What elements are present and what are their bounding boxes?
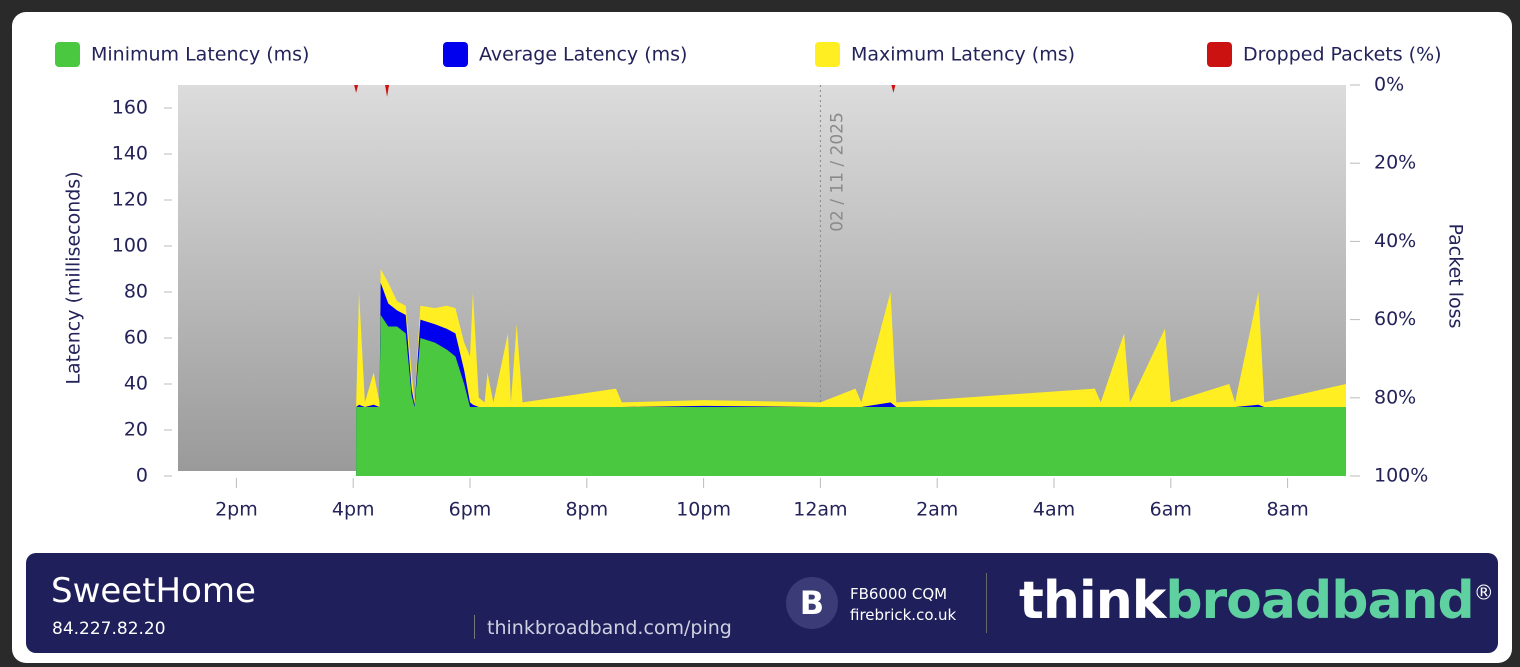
sponsor-icon: B	[786, 577, 838, 629]
y2-tick-label: 20%	[1374, 152, 1416, 174]
legend-label: Average Latency (ms)	[479, 44, 687, 66]
brand-broadband: broadband	[1165, 571, 1474, 631]
url: thinkbroadband.com/ping	[487, 617, 732, 639]
x-tick-label: 4pm	[332, 499, 375, 521]
legend-swatch	[1207, 42, 1232, 67]
y2-tick-label: 100%	[1374, 465, 1428, 487]
y-tick-label: 40	[124, 373, 148, 395]
divider	[986, 573, 987, 633]
brand-mark: ®	[1473, 580, 1494, 605]
x-tick-label: 8am	[1266, 499, 1308, 521]
sponsor-site: firebrick.co.uk	[850, 606, 957, 624]
x-tick-label: 2pm	[215, 499, 258, 521]
x-tick-label: 2am	[916, 499, 958, 521]
y-tick-label: 0	[136, 465, 148, 487]
dropped-packets	[354, 85, 359, 93]
x-tick-label: 6am	[1150, 499, 1192, 521]
ip-address: 84.227.82.20	[52, 619, 166, 639]
sponsor-model: FB6000 CQM	[850, 585, 948, 603]
y2-tick-label: 40%	[1374, 230, 1416, 252]
legend-label: Dropped Packets (%)	[1243, 44, 1442, 66]
latency-area	[356, 315, 1346, 476]
dropped-packets	[385, 85, 390, 97]
legend-swatch	[815, 42, 840, 67]
site-name: SweetHome	[51, 571, 256, 611]
y-tick-label: 20	[124, 419, 148, 441]
divider	[474, 615, 475, 639]
y-tick-label: 100	[112, 235, 148, 257]
y2-tick-label: 60%	[1374, 308, 1416, 330]
y-tick-label: 160	[112, 97, 148, 119]
y2-axis-title: Packet loss	[1445, 224, 1467, 329]
date-label: 02 / 11 / 2025	[827, 112, 847, 232]
x-tick-label: 8pm	[565, 499, 608, 521]
footer: SweetHome 84.227.82.20 thinkbroadband.co…	[26, 553, 1498, 653]
legend-label: Minimum Latency (ms)	[91, 44, 309, 66]
brand-think: think	[1019, 571, 1166, 631]
y-tick-label: 60	[124, 327, 148, 349]
legend-swatch	[55, 42, 80, 67]
y-tick-label: 120	[112, 189, 148, 211]
y-tick-label: 140	[112, 143, 148, 165]
y-axis-title: Latency (milliseconds)	[63, 171, 85, 384]
legend-label: Maximum Latency (ms)	[851, 44, 1075, 66]
x-tick-label: 10pm	[676, 499, 731, 521]
x-tick-label: 6pm	[449, 499, 492, 521]
x-tick-label: 12am	[793, 499, 847, 521]
y2-tick-label: 0%	[1374, 74, 1404, 96]
dropped-packets	[891, 85, 896, 93]
brand-logo: thinkbroadband®	[1019, 571, 1494, 631]
x-tick-label: 4am	[1033, 499, 1075, 521]
y2-tick-label: 80%	[1374, 386, 1416, 408]
y-tick-label: 80	[124, 281, 148, 303]
legend-swatch	[443, 42, 468, 67]
